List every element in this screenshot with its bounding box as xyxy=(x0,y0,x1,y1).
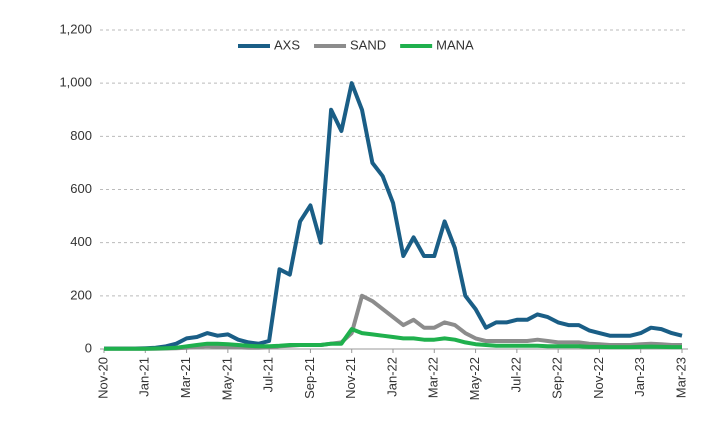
x-tick-label: Jul-21 xyxy=(261,357,276,392)
x-tick-label: Nov-21 xyxy=(343,357,358,399)
x-tick-label: Mar-21 xyxy=(178,357,193,398)
series-line xyxy=(104,81,683,351)
x-tick-label: May-21 xyxy=(219,357,234,400)
legend-label: SAND xyxy=(350,37,386,52)
y-tick-label: 800 xyxy=(70,128,92,143)
y-tick-label: 400 xyxy=(70,234,92,249)
y-tick-label: 0 xyxy=(85,340,92,355)
x-tick-label: Jan-21 xyxy=(137,357,152,397)
x-tick-label: Jan-23 xyxy=(632,357,647,397)
x-tick-label: Jan-22 xyxy=(384,357,399,397)
legend-label: MANA xyxy=(436,37,474,52)
x-tick-label: Jul-22 xyxy=(508,357,523,392)
y-tick-label: 1,000 xyxy=(59,75,92,90)
y-tick-label: 600 xyxy=(70,181,92,196)
x-tick-label: Sep-21 xyxy=(302,357,317,399)
x-tick-label: Nov-22 xyxy=(591,357,606,399)
y-tick-label: 1,200 xyxy=(59,21,92,36)
series-line xyxy=(104,327,682,351)
legend-label: AXS xyxy=(274,37,300,52)
x-tick-label: May-22 xyxy=(467,357,482,400)
x-tick-label: Mar-22 xyxy=(426,357,441,398)
x-tick-label: Nov-20 xyxy=(95,357,110,399)
x-tick-label: Mar-23 xyxy=(673,357,688,398)
y-tick-label: 200 xyxy=(70,287,92,302)
series-line xyxy=(104,293,682,351)
x-tick-label: Sep-22 xyxy=(550,357,565,399)
